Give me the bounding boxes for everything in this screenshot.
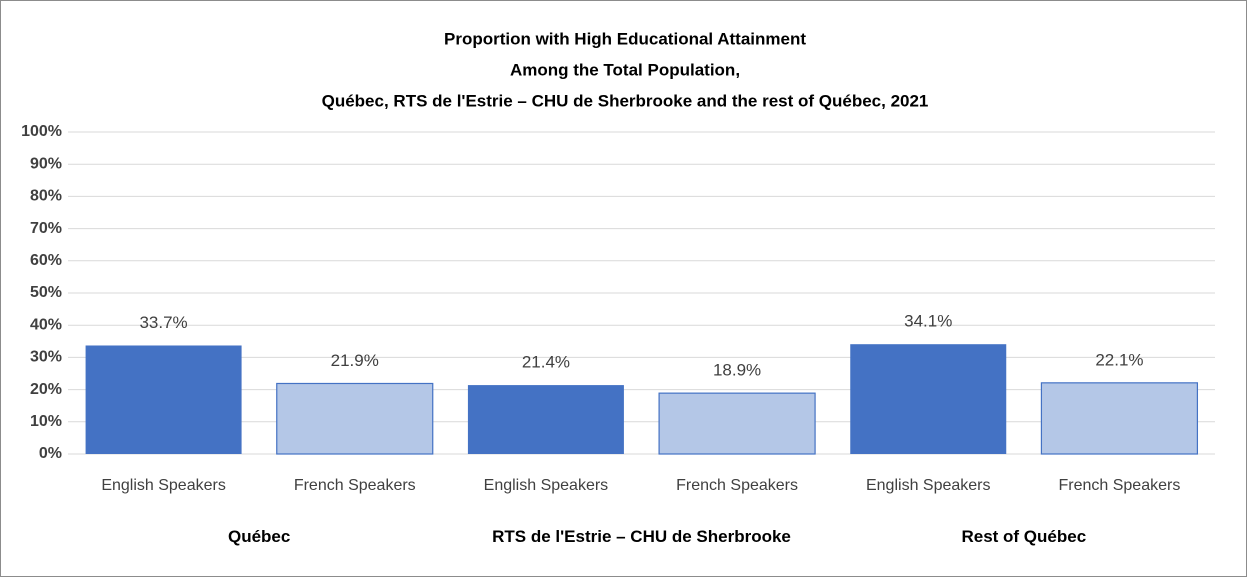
data-label: 21.4% <box>522 353 570 372</box>
x-tick-label: English Speakers <box>484 477 609 494</box>
chart-title: Proportion with High Educational Attainm… <box>444 29 806 48</box>
y-tick-label: 10% <box>30 413 62 430</box>
bar <box>85 345 242 454</box>
y-tick-label: 60% <box>30 252 62 269</box>
bar <box>467 385 624 454</box>
y-tick-label: 100% <box>21 123 62 140</box>
chart-title: Among the Total Population, <box>510 60 740 79</box>
y-tick-label: 40% <box>30 316 62 333</box>
data-label: 18.9% <box>713 361 761 380</box>
x-tick-label: English Speakers <box>866 477 991 494</box>
y-tick-label: 70% <box>30 220 62 237</box>
x-tick-label: English Speakers <box>101 477 226 494</box>
data-label: 33.7% <box>139 313 187 332</box>
group-label: Québec <box>227 527 291 546</box>
data-label: 22.1% <box>1095 350 1143 369</box>
bar <box>850 344 1007 454</box>
y-tick-label: 50% <box>30 284 62 301</box>
x-tick-label: French Speakers <box>676 477 798 494</box>
chart-title: Québec, RTS de l'Estrie – CHU de Sherbro… <box>322 91 929 110</box>
bar <box>658 392 816 455</box>
y-tick-label: 90% <box>30 155 62 172</box>
y-tick-label: 0% <box>39 445 62 462</box>
data-label: 34.1% <box>904 312 952 331</box>
y-tick-label: 20% <box>30 381 62 398</box>
data-label: 21.9% <box>331 351 379 370</box>
group-label: RTS de l'Estrie – CHU de Sherbrooke <box>492 527 791 546</box>
y-tick-label: 30% <box>30 349 62 366</box>
y-tick-label: 80% <box>30 188 62 205</box>
group-label: Rest of Québec <box>961 527 1087 546</box>
x-tick-label: French Speakers <box>294 477 416 494</box>
x-tick-label: French Speakers <box>1058 477 1180 494</box>
bar <box>1040 382 1199 455</box>
bar <box>276 382 434 455</box>
